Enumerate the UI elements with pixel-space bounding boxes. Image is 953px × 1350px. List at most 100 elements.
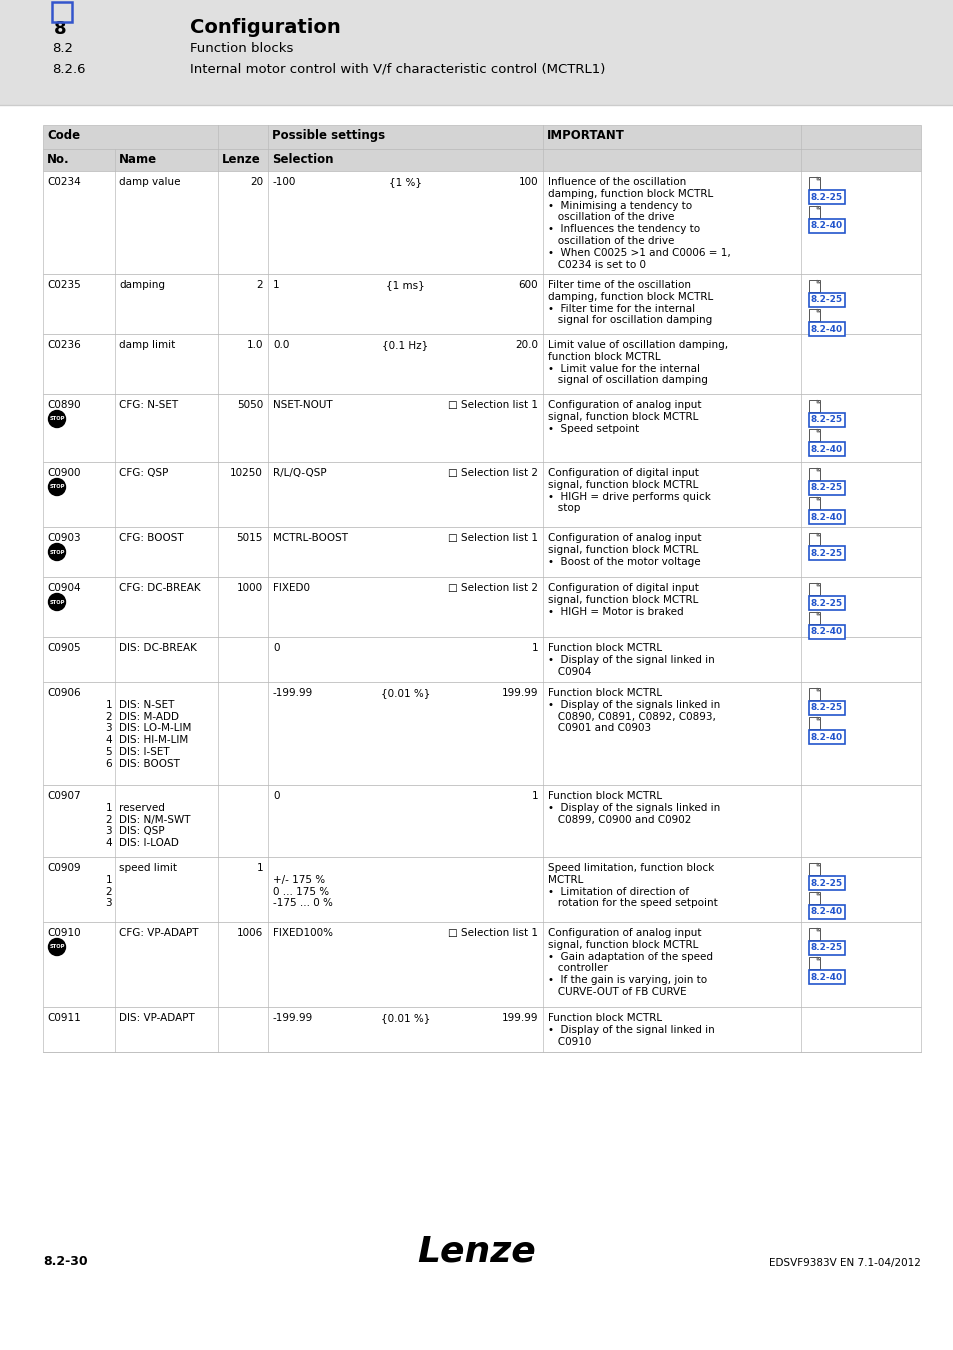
Text: damp limit: damp limit [119, 340, 175, 350]
Text: DIS: N/M-SWT: DIS: N/M-SWT [119, 814, 191, 825]
Bar [808, 941, 844, 954]
Text: •  Display of the signal linked in: • Display of the signal linked in [547, 655, 714, 664]
Text: 1: 1 [105, 699, 112, 710]
Bar [808, 207, 820, 217]
Text: 2: 2 [105, 711, 112, 722]
Text: C0904: C0904 [547, 667, 591, 676]
Bar [43, 274, 920, 333]
Text: DIS: LO-M-LIM: DIS: LO-M-LIM [119, 724, 192, 733]
Text: STOP: STOP [50, 417, 65, 421]
Text: 8.2-25: 8.2-25 [810, 483, 842, 493]
Text: controller: controller [547, 964, 607, 973]
Circle shape [49, 544, 66, 560]
Bar [43, 857, 920, 922]
Bar [0, 0, 953, 105]
Bar [43, 171, 920, 274]
Text: -175 ... 0 %: -175 ... 0 % [273, 898, 333, 909]
Bar [808, 904, 844, 919]
Polygon shape [816, 717, 820, 720]
Text: 600: 600 [517, 279, 537, 290]
Text: Function block MCTRL: Function block MCTRL [547, 791, 661, 801]
Bar [808, 625, 844, 639]
Text: 0.0: 0.0 [273, 340, 289, 350]
Text: signal, function block MCTRL: signal, function block MCTRL [547, 545, 698, 555]
Text: rotation for the speed setpoint: rotation for the speed setpoint [547, 898, 717, 909]
Text: 199.99: 199.99 [501, 1012, 537, 1023]
Circle shape [49, 594, 66, 610]
Text: DIS: M-ADD: DIS: M-ADD [119, 711, 179, 722]
Text: STOP: STOP [50, 485, 65, 490]
Text: C0901 and C0903: C0901 and C0903 [547, 724, 651, 733]
Text: 5050: 5050 [236, 400, 263, 410]
Polygon shape [816, 429, 820, 432]
Bar [43, 922, 920, 1007]
Bar [43, 576, 920, 637]
Circle shape [49, 410, 66, 428]
Text: CFG: BOOST: CFG: BOOST [119, 533, 183, 543]
Text: Lenze: Lenze [222, 153, 260, 166]
Text: Name: Name [119, 153, 157, 166]
Text: {0.1 Hz}: {0.1 Hz} [382, 340, 428, 350]
Text: •  Limit value for the internal: • Limit value for the internal [547, 363, 700, 374]
Polygon shape [816, 612, 820, 616]
Text: FIXED100%: FIXED100% [273, 927, 333, 938]
Text: 8.2-40: 8.2-40 [810, 972, 842, 981]
Bar [808, 730, 844, 744]
Text: 0: 0 [273, 791, 279, 801]
Bar [43, 1007, 920, 1052]
Text: 8.2-25: 8.2-25 [810, 879, 842, 887]
Text: 1: 1 [105, 803, 112, 813]
Text: C0905: C0905 [47, 643, 81, 653]
Text: signal, function block MCTRL: signal, function block MCTRL [547, 412, 698, 421]
Text: 20.0: 20.0 [515, 340, 537, 350]
Text: {0.01 %}: {0.01 %} [380, 1012, 430, 1023]
Text: 8.2-25: 8.2-25 [810, 296, 842, 305]
Text: 8.2-40: 8.2-40 [810, 628, 842, 636]
Polygon shape [816, 309, 820, 312]
Text: +/- 175 %: +/- 175 % [273, 875, 325, 884]
Text: 8.2-25: 8.2-25 [810, 548, 842, 558]
Text: NSET-NOUT: NSET-NOUT [273, 400, 333, 410]
Bar [808, 323, 844, 336]
Text: {1 ms}: {1 ms} [386, 279, 424, 290]
Text: Configuration of digital input: Configuration of digital input [547, 583, 699, 593]
Text: C0234: C0234 [47, 177, 81, 188]
Text: C0890, C0891, C0892, C0893,: C0890, C0891, C0892, C0893, [547, 711, 715, 722]
Text: 8.2-40: 8.2-40 [810, 513, 842, 521]
Text: C0236: C0236 [47, 340, 81, 350]
Polygon shape [816, 957, 820, 960]
Text: 1: 1 [105, 875, 112, 884]
Text: 8.2-40: 8.2-40 [810, 324, 842, 333]
Bar [808, 468, 820, 481]
Text: 10250: 10250 [230, 468, 263, 478]
Text: Function blocks: Function blocks [190, 42, 294, 55]
Text: □ Selection list 2: □ Selection list 2 [448, 583, 537, 593]
Bar [808, 177, 820, 189]
Bar [808, 441, 844, 456]
Text: CFG: VP-ADAPT: CFG: VP-ADAPT [119, 927, 198, 938]
Bar [43, 148, 920, 171]
Text: Configuration of analog input: Configuration of analog input [547, 400, 700, 410]
Circle shape [49, 478, 66, 495]
Text: damping, function block MCTRL: damping, function block MCTRL [547, 189, 713, 198]
Text: 1: 1 [531, 791, 537, 801]
Text: □ Selection list 1: □ Selection list 1 [448, 533, 537, 543]
Text: 8.2-25: 8.2-25 [810, 416, 842, 424]
Bar [43, 637, 920, 682]
Bar [808, 927, 820, 940]
Text: •  Display of the signal linked in: • Display of the signal linked in [547, 1025, 714, 1035]
Text: Configuration: Configuration [190, 18, 340, 36]
Bar [43, 333, 920, 394]
Text: 1: 1 [531, 643, 537, 653]
Text: □ Selection list 1: □ Selection list 1 [448, 400, 537, 410]
Polygon shape [816, 892, 820, 895]
Bar [808, 279, 820, 292]
Text: Possible settings: Possible settings [272, 130, 385, 142]
Text: Lenze: Lenze [417, 1234, 536, 1268]
Text: 2: 2 [256, 279, 263, 290]
Text: DIS: N-SET: DIS: N-SET [119, 699, 174, 710]
Bar [808, 400, 820, 412]
Bar [808, 481, 844, 495]
Text: -100: -100 [273, 177, 296, 188]
Text: DIS: VP-ADAPT: DIS: VP-ADAPT [119, 1012, 194, 1023]
